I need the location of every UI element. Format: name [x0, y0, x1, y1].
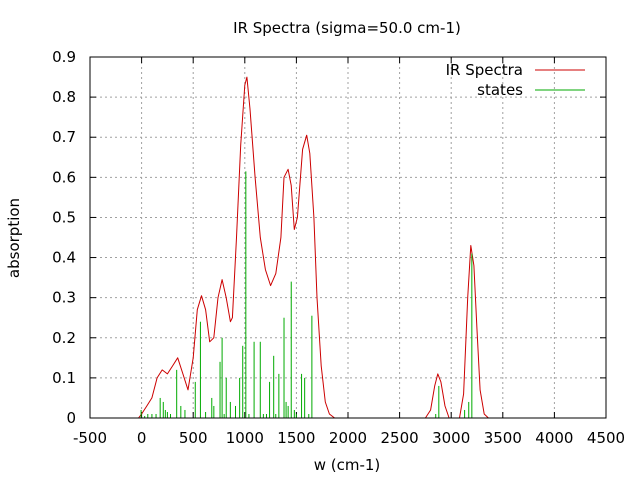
y-tick-label: 0 [66, 409, 76, 427]
x-tick-label: 1500 [277, 429, 315, 447]
x-tick-label: 3000 [432, 429, 470, 447]
y-tick-label: 0.4 [52, 249, 76, 267]
chart-title: IR Spectra (sigma=50.0 cm-1) [233, 19, 461, 37]
y-axis-label: absorption [5, 198, 23, 278]
legend-label: states [477, 81, 523, 99]
y-tick-label: 0.5 [52, 208, 76, 226]
x-tick-label: 500 [179, 429, 208, 447]
y-tick-label: 0.9 [52, 48, 76, 66]
grid-lines [90, 57, 606, 418]
x-tick-label: 0 [137, 429, 147, 447]
y-tick-label: 0.7 [52, 128, 76, 146]
y-tick-label: 0.6 [52, 168, 76, 186]
y-tick-label: 0.3 [52, 289, 76, 307]
x-tick-label: 1000 [226, 429, 264, 447]
y-tick-label: 0.2 [52, 329, 76, 347]
x-axis-label: w (cm-1) [314, 456, 381, 474]
legend-label: IR Spectra [446, 61, 523, 79]
x-tick-label: 3500 [484, 429, 522, 447]
axis-ticks: 0 0.1 0.2 0.3 0.4 0.5 0.6 0.7 0.8 0.9 -500 0 500 1000… [52, 48, 625, 447]
x-tick-label: 4500 [587, 429, 625, 447]
x-tick-label: 2000 [329, 429, 367, 447]
y-tick-label: 0.1 [52, 369, 76, 387]
legend: IR Spectra states [446, 61, 585, 99]
ir-spectra-line [138, 76, 489, 419]
y-tick-label: 0.8 [52, 88, 76, 106]
plot-frame [89, 56, 607, 419]
x-tick-label: -500 [73, 429, 107, 447]
x-tick-label: 4000 [535, 429, 573, 447]
plot-area [138, 76, 489, 419]
x-tick-label: 2500 [381, 429, 419, 447]
